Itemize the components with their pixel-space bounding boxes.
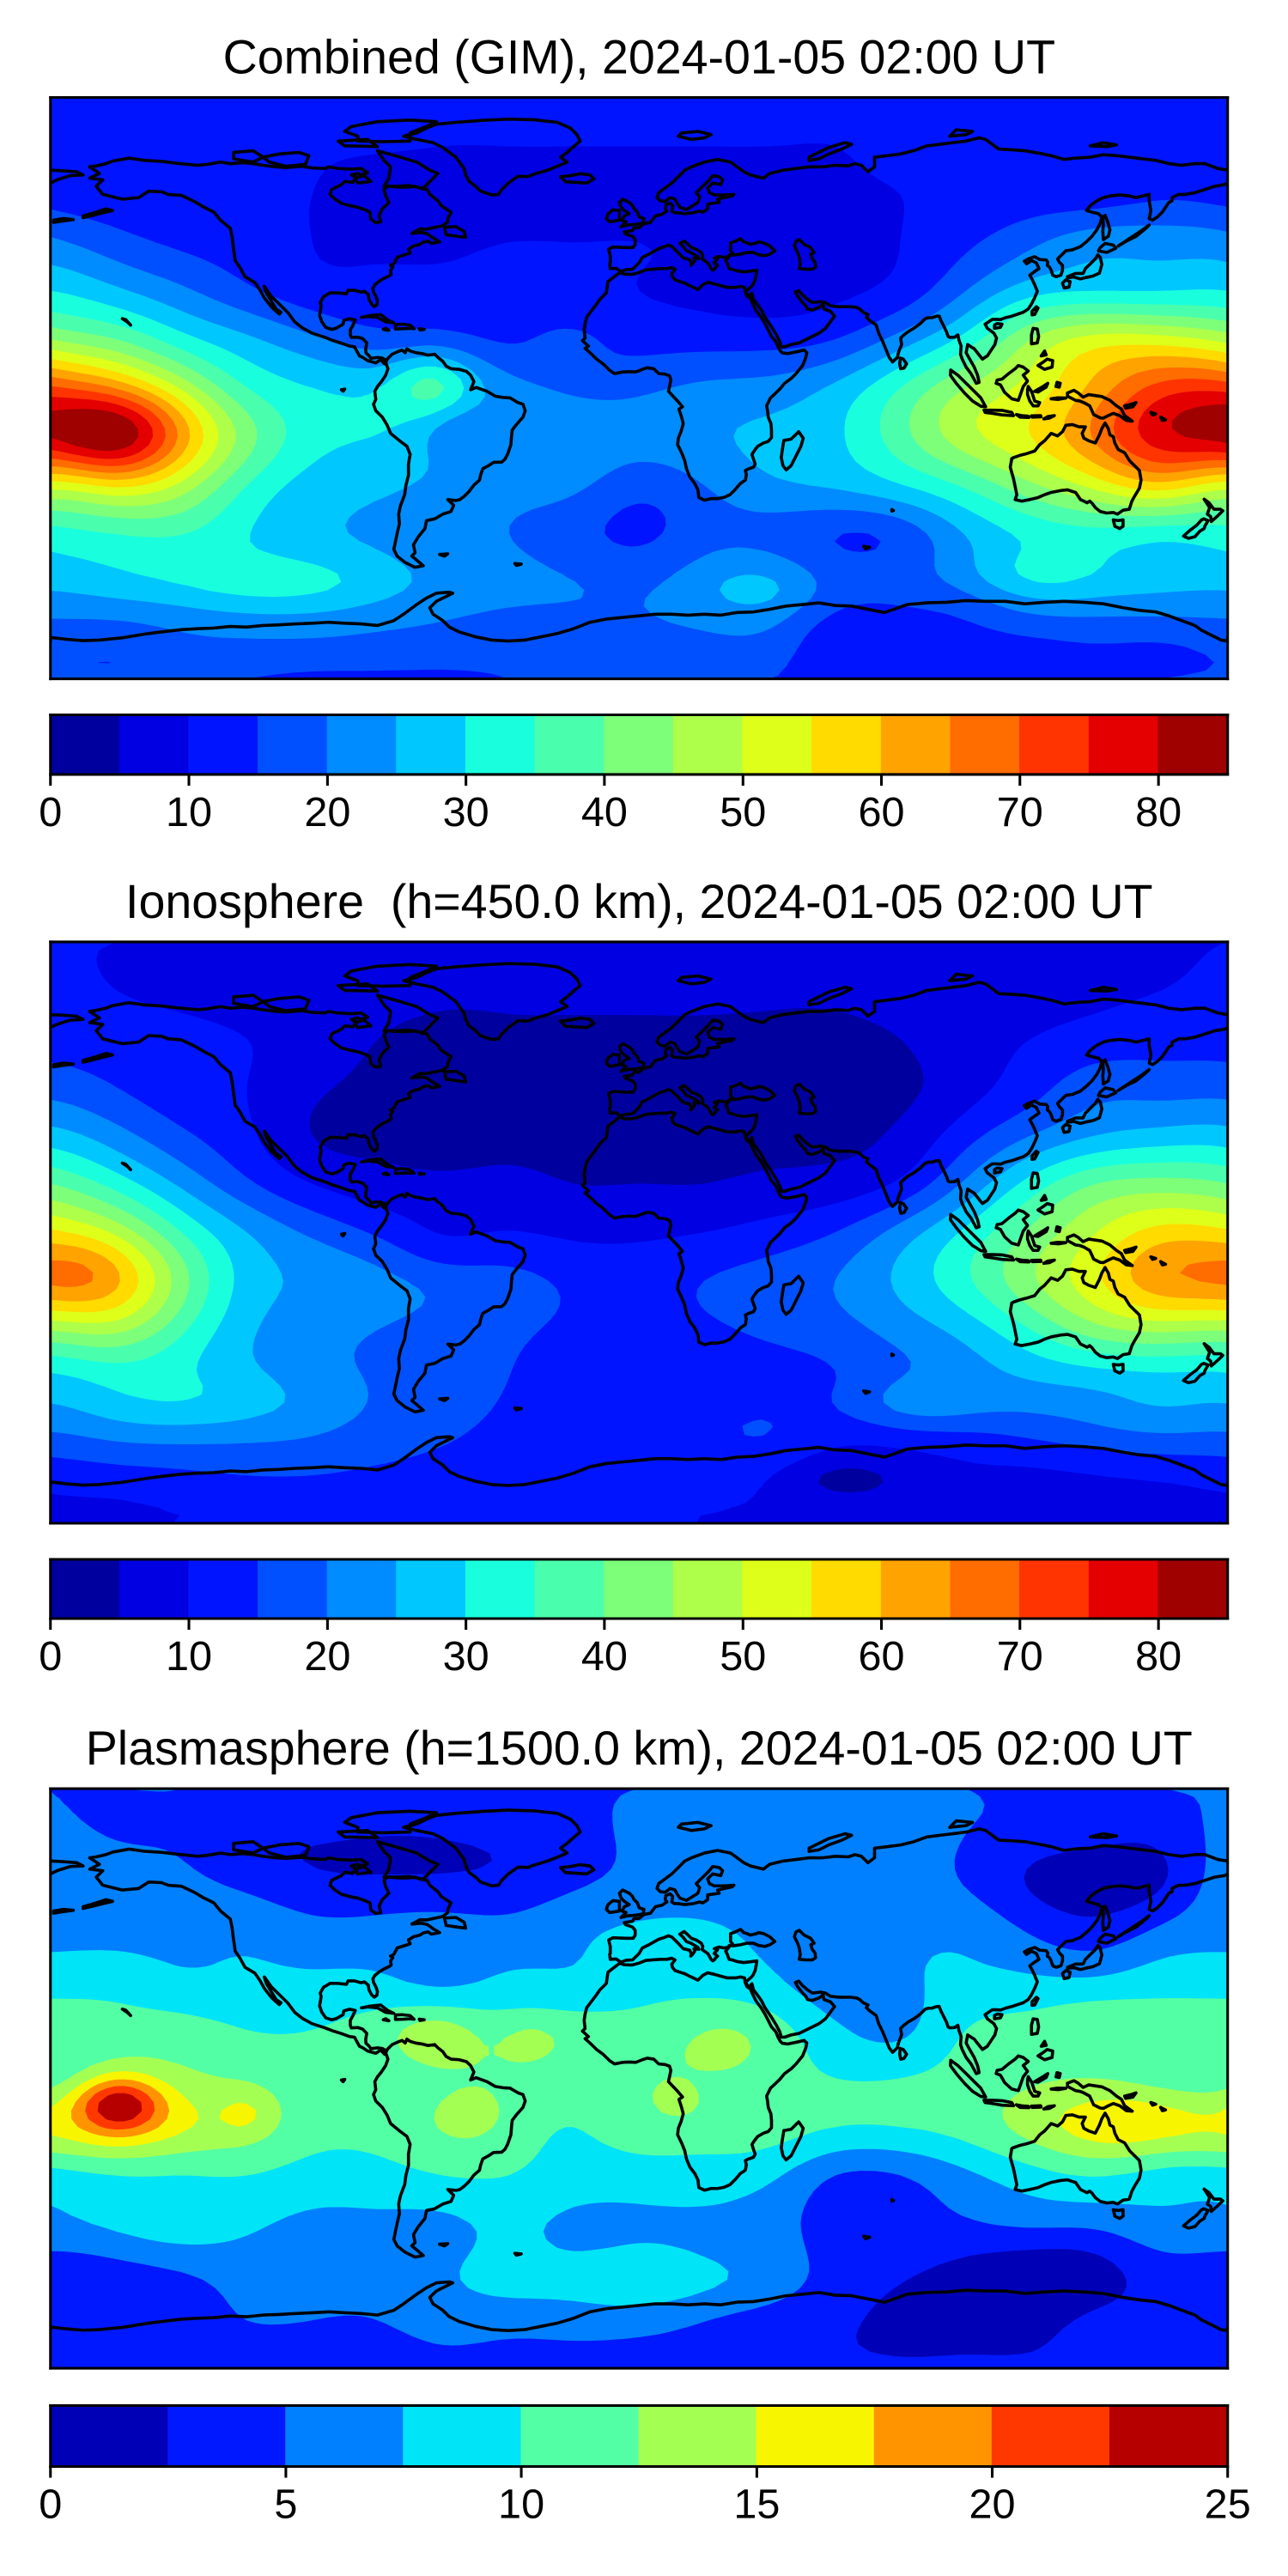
- svg-text:0: 0: [39, 789, 62, 835]
- svg-text:80: 80: [1135, 1633, 1182, 1680]
- svg-text:50: 50: [720, 1633, 766, 1680]
- svg-text:30: 30: [443, 789, 489, 835]
- svg-text:60: 60: [858, 1633, 904, 1680]
- svg-text:40: 40: [581, 1633, 628, 1680]
- svg-text:25: 25: [1205, 2482, 1251, 2528]
- svg-text:20: 20: [304, 789, 350, 835]
- svg-text:5: 5: [274, 2482, 297, 2528]
- svg-text:Combined (GIM), 2024-01-05 02:: Combined (GIM), 2024-01-05 02:00 UT: [223, 31, 1055, 84]
- svg-text:15: 15: [733, 2482, 780, 2528]
- svg-text:0: 0: [39, 1633, 62, 1680]
- svg-text:20: 20: [304, 1633, 350, 1680]
- svg-text:Ionosphere (h=450.0 km), 2024: Ionosphere (h=450.0 km), 2024-01-05 02:0…: [125, 875, 1153, 928]
- svg-text:0: 0: [39, 2482, 62, 2528]
- svg-text:10: 10: [166, 1633, 212, 1680]
- svg-text:80: 80: [1135, 789, 1182, 835]
- svg-text:10: 10: [166, 789, 212, 835]
- svg-text:70: 70: [997, 789, 1043, 835]
- svg-text:20: 20: [969, 2482, 1016, 2528]
- svg-text:70: 70: [997, 1633, 1043, 1680]
- svg-text:10: 10: [498, 2482, 544, 2528]
- svg-text:Plasmasphere (h=1500.0 km), 20: Plasmasphere (h=1500.0 km), 2024-01-05 0…: [86, 1722, 1193, 1775]
- svg-text:60: 60: [858, 789, 904, 835]
- svg-text:50: 50: [720, 789, 766, 835]
- svg-text:40: 40: [581, 789, 628, 835]
- svg-text:30: 30: [443, 1633, 489, 1680]
